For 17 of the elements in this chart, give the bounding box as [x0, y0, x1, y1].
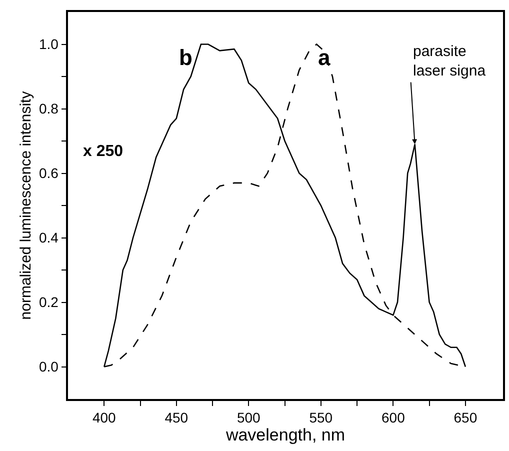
x-tick-label: 500: [236, 410, 261, 426]
y-tick-label: 0.6: [38, 165, 59, 182]
text: 0.0: [38, 358, 58, 375]
x-tick-label: 550: [309, 410, 333, 426]
x-axis-title: wavelength, nm: [224, 426, 346, 445]
y-tick-label: 0.4: [38, 230, 59, 246]
text: 1.0: [38, 36, 58, 52]
x-tick-label: 450: [164, 410, 188, 426]
x-tick-label: 600: [381, 410, 406, 426]
annotation: b: [179, 45, 192, 70]
y-tick-label: 0.8: [38, 100, 59, 117]
x-tick-label: 400: [92, 410, 116, 426]
y-axis-title: normalized luminescence intensity: [18, 90, 35, 320]
y-tick-label: 0.2: [38, 294, 59, 310]
annotation: x 250: [83, 143, 124, 160]
x-tick-label: 650: [454, 410, 478, 426]
annotation: parasite laser signa: [413, 43, 486, 80]
